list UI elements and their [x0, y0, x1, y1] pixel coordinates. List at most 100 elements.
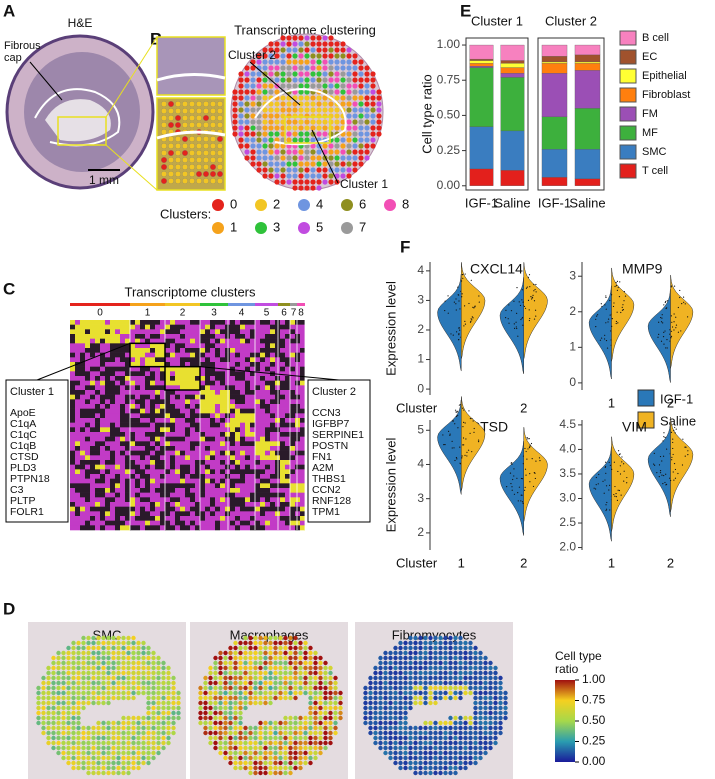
- spot: [76, 676, 80, 680]
- heatmap-cell: [235, 423, 240, 428]
- spot: [136, 681, 140, 685]
- heatmap-cell: [125, 432, 130, 437]
- spot: [196, 136, 202, 142]
- spot: [393, 646, 397, 650]
- heatmap-cell: [125, 320, 130, 325]
- spot: [238, 736, 242, 740]
- spot: [116, 751, 120, 755]
- spot: [273, 756, 277, 760]
- spot: [428, 676, 432, 680]
- spot: [213, 716, 217, 720]
- heatmap-cell: [245, 502, 250, 507]
- heatmap-cell: [155, 437, 160, 442]
- heatmap-cell: [210, 334, 215, 339]
- spot: [96, 736, 100, 740]
- x-tick-label: 1: [608, 395, 615, 410]
- spot: [352, 83, 357, 88]
- heatmap-cell: [250, 521, 255, 526]
- heatmap-cell: [100, 507, 105, 512]
- heatmap-cell: [190, 325, 195, 330]
- heatmap-cell: [100, 339, 105, 344]
- spot: [218, 686, 222, 690]
- heatmap-cell: [105, 367, 110, 372]
- spot: [217, 136, 223, 142]
- heatmap-cell: [275, 465, 280, 470]
- spot: [256, 131, 261, 136]
- heatmap-cell: [80, 320, 85, 325]
- heatmap-cell: [250, 329, 255, 334]
- spot: [151, 736, 155, 740]
- spot: [473, 646, 477, 650]
- heatmap-cell: [115, 371, 120, 376]
- spot: [116, 766, 120, 770]
- spot: [286, 101, 291, 106]
- heatmap-cell: [90, 446, 95, 451]
- spot: [86, 736, 90, 740]
- spot: [146, 726, 150, 730]
- spot: [223, 741, 227, 745]
- spot: [168, 136, 174, 142]
- spot: [388, 726, 392, 730]
- spot: [208, 676, 212, 680]
- spot: [368, 716, 372, 720]
- heatmap-cell: [220, 497, 225, 502]
- heatmap-cell: [260, 325, 265, 330]
- heatmap-cell: [220, 483, 225, 488]
- heatmap-cell: [165, 488, 170, 493]
- spot: [298, 716, 302, 720]
- heatmap-cell: [225, 395, 230, 400]
- spot: [288, 731, 292, 735]
- legend-label: IGF-1: [660, 391, 693, 406]
- heatmap-cell: [240, 525, 245, 530]
- heatmap-cell: [285, 343, 290, 348]
- heatmap-cell: [155, 390, 160, 395]
- heatmap-cell: [205, 483, 210, 488]
- jitter-dot: [618, 287, 619, 288]
- spot: [101, 731, 105, 735]
- heatmap-cell: [285, 381, 290, 386]
- heatmap-cell: [115, 362, 120, 367]
- heatmap-cell: [280, 427, 285, 432]
- heatmap-cell: [135, 474, 140, 479]
- spot: [96, 741, 100, 745]
- heatmap-cell: [130, 329, 135, 334]
- spot: [318, 711, 322, 715]
- heatmap-cell: [265, 460, 270, 465]
- heatmap-cell: [80, 451, 85, 456]
- heatmap-cell: [165, 516, 170, 521]
- spot: [334, 47, 339, 52]
- heatmap-cell: [120, 432, 125, 437]
- legend-swatch: [255, 222, 267, 234]
- heatmap-cell: [140, 474, 145, 479]
- spot: [217, 143, 223, 149]
- heatmap-cell: [190, 404, 195, 409]
- spot: [86, 641, 90, 645]
- heatmap-cell: [160, 507, 165, 512]
- spot: [288, 661, 292, 665]
- spot: [101, 661, 105, 665]
- spot: [292, 59, 297, 64]
- spot: [488, 711, 492, 715]
- heatmap-cell: [265, 474, 270, 479]
- jitter-dot: [613, 306, 614, 307]
- spot: [398, 746, 402, 750]
- heatmap-cell: [105, 516, 110, 521]
- heatmap-cell: [185, 413, 190, 418]
- spot: [370, 83, 375, 88]
- spot: [268, 131, 273, 136]
- spot: [318, 666, 322, 670]
- heatmap-cell: [250, 474, 255, 479]
- spot: [423, 746, 427, 750]
- heatmap-cell: [95, 469, 100, 474]
- heatmap-cell: [90, 353, 95, 358]
- heatmap-cell: [280, 469, 285, 474]
- spot: [76, 726, 80, 730]
- spot: [376, 101, 381, 106]
- heatmap-cell: [220, 502, 225, 507]
- spot: [433, 741, 437, 745]
- heatmap-cell: [260, 334, 265, 339]
- heatmap-cell: [275, 362, 280, 367]
- spot: [151, 681, 155, 685]
- heatmap-cell: [125, 488, 130, 493]
- spot: [313, 706, 317, 710]
